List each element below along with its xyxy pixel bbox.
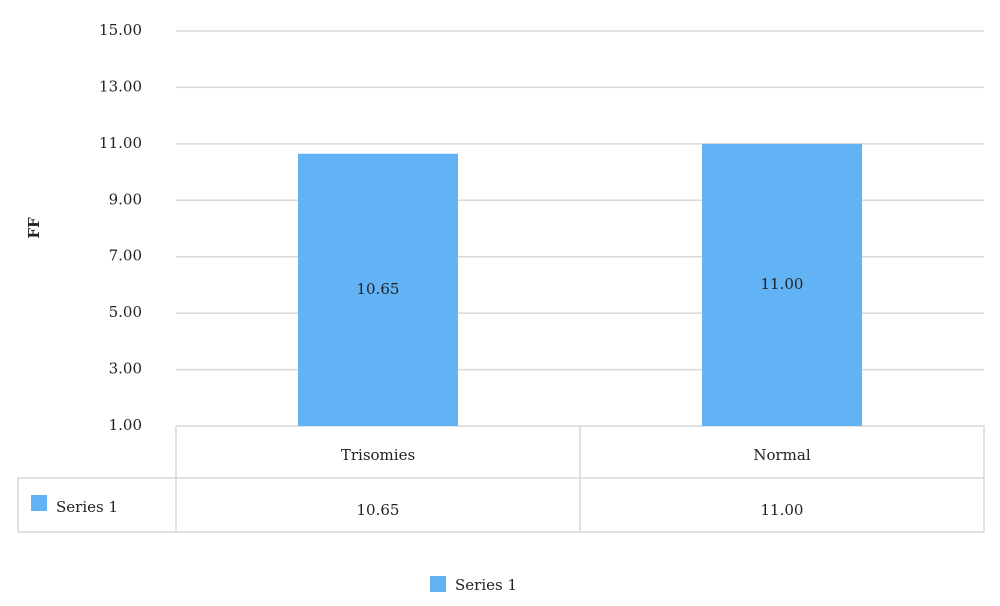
data-label: 11.00 (761, 275, 804, 293)
legend-swatch (430, 576, 446, 592)
y-tick-label: 13.00 (99, 77, 142, 95)
data-table-value: 10.65 (357, 501, 400, 519)
legend-label: Series 1 (455, 576, 517, 594)
bar (298, 153, 458, 426)
y-axis-label: FF (25, 217, 43, 239)
y-tick-label: 9.00 (109, 190, 142, 208)
x-tick-label: Trisomies (341, 446, 415, 464)
y-tick-label: 11.00 (99, 134, 142, 152)
data-label: 10.65 (357, 280, 400, 298)
data-table-value: 11.00 (761, 501, 804, 519)
y-tick-label: 1.00 (109, 416, 142, 434)
data-table-series-name: Series 1 (56, 498, 118, 516)
y-tick-label: 7.00 (109, 247, 142, 265)
bar (702, 143, 862, 426)
data-table-swatch (31, 495, 47, 511)
y-tick-label: 15.00 (99, 21, 142, 39)
y-tick-label: 5.00 (109, 303, 142, 321)
data-table-border (17, 425, 985, 533)
x-tick-label: Normal (753, 446, 810, 464)
y-tick-label: 3.00 (109, 360, 142, 378)
